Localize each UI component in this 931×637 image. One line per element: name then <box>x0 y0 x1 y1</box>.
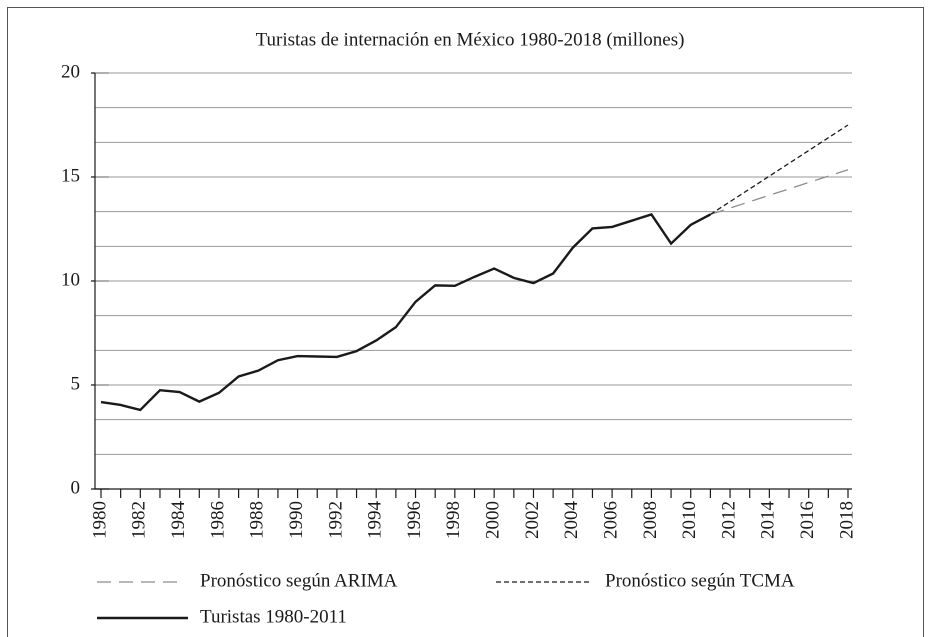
y-tick-label: 10 <box>61 269 80 290</box>
x-tick-label: 2012 <box>718 501 739 539</box>
x-tick-label: 2006 <box>600 501 621 539</box>
series-line <box>100 213 711 412</box>
x-tick-label: 2018 <box>836 501 857 539</box>
y-tick-label: 15 <box>61 165 80 186</box>
y-tick-label: 20 <box>61 61 80 82</box>
x-tick-label: 2000 <box>483 501 504 539</box>
x-tick-label: 1992 <box>325 501 346 539</box>
series-line <box>710 124 849 215</box>
x-tick-label: 1988 <box>247 501 268 539</box>
legend-label: Turistas 1980-2011 <box>200 606 347 627</box>
frame <box>7 7 924 637</box>
x-tick-label: 1984 <box>168 501 189 540</box>
x-tick-label: 2002 <box>522 501 543 539</box>
x-tick-label: 1990 <box>286 501 307 539</box>
x-tick-label: 2016 <box>797 501 818 539</box>
x-tick-label: 1996 <box>404 501 425 539</box>
x-tick-label: 1998 <box>443 501 464 539</box>
series-line <box>710 169 849 216</box>
x-tick-label: 2008 <box>640 501 661 539</box>
x-tick-label: 2010 <box>679 501 700 539</box>
x-tick-label: 2004 <box>561 501 582 540</box>
chart-title: Turistas de internación en México 1980-2… <box>256 29 685 50</box>
x-tick-label: 1982 <box>129 501 150 539</box>
x-tick-label: 1994 <box>365 501 386 540</box>
x-tick-label: 2014 <box>758 501 779 540</box>
legend-label: Pronóstico según TCMA <box>605 570 795 591</box>
x-tick-label: 1980 <box>89 501 110 539</box>
x-tick-label: 1986 <box>207 501 228 539</box>
y-tick-label: 5 <box>71 373 81 394</box>
y-tick-label: 0 <box>71 477 81 498</box>
legend-label: Pronóstico según ARIMA <box>200 570 398 591</box>
